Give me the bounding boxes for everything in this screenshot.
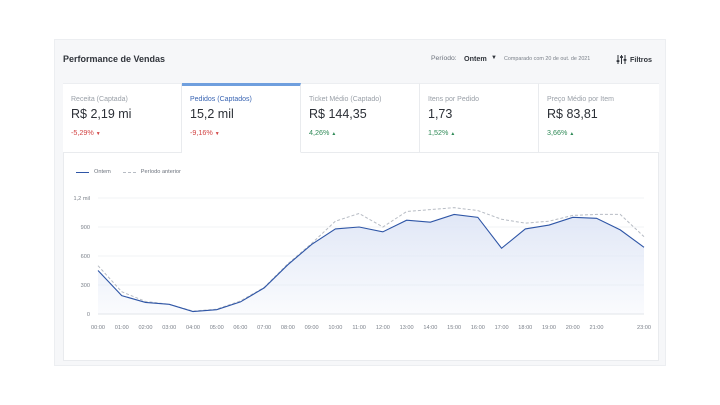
legend-item-current[interactable]: Ontem	[76, 169, 111, 175]
x-tick-label: 02:00	[138, 325, 152, 331]
filters-label: Filtros	[630, 54, 652, 64]
kpi-label: Itens por Pedido	[428, 96, 479, 103]
legend-label-current: Ontem	[94, 169, 111, 175]
kpi-value: 1,73	[428, 107, 453, 121]
y-tick-label: 300	[81, 283, 90, 289]
kpi-value: R$ 144,35	[309, 107, 367, 121]
x-tick-label: 05:00	[210, 325, 224, 331]
kpi-value: 15,2 mil	[190, 107, 234, 121]
kpi-label: Preço Médio por Item	[547, 96, 614, 103]
x-tick-label: 12:00	[376, 325, 390, 331]
kpi-row: Receita (Captada) R$ 2,19 mi -5,29% ▼ Pe…	[63, 83, 659, 153]
panel-title: Performance de Vendas	[63, 54, 166, 64]
comparison-text: Comparado com 20 de out. de 2021	[504, 56, 591, 62]
y-tick-label: 1,2 mil	[74, 196, 90, 202]
x-tick-label: 17:00	[495, 325, 509, 331]
trend-up-icon: ▲	[569, 131, 575, 137]
kpi-delta: 1,52% ▲	[428, 128, 455, 137]
trend-down-icon: ▼	[95, 131, 101, 137]
legend-swatch-previous	[122, 171, 136, 173]
y-tick-label: 0	[87, 312, 90, 318]
x-tick-label: 11:00	[352, 325, 366, 331]
kpi-card-itens-por-pedido[interactable]: Itens por Pedido 1,73 1,52% ▲	[420, 83, 539, 153]
kpi-label: Ticket Médio (Captado)	[309, 96, 382, 103]
kpi-card-pedidos[interactable]: Pedidos (Captados) 15,2 mil -9,16% ▼	[182, 83, 301, 153]
kpi-card-preco-medio[interactable]: Preço Médio por Item R$ 83,81 3,66% ▲	[539, 83, 659, 153]
x-tick-label: 04:00	[186, 325, 200, 331]
x-tick-label: 20:00	[566, 325, 580, 331]
y-tick-label: 900	[81, 225, 90, 231]
panel-header: Performance de Vendas Período: Ontem ▼ C…	[55, 40, 665, 82]
x-tick-label: 13:00	[400, 325, 414, 331]
kpi-delta-value: 3,66%	[547, 128, 568, 137]
period-label: Período:	[431, 55, 457, 62]
kpi-delta-value: 1,52%	[428, 128, 449, 137]
kpi-delta: -9,16% ▼	[190, 128, 220, 137]
chevron-down-icon[interactable]: ▼	[491, 55, 497, 61]
period-select[interactable]: Ontem	[464, 54, 487, 63]
kpi-delta-value: 4,26%	[309, 128, 330, 137]
chart-container: Ontem Período anterior 0 300 600 900 1,2 mil…	[63, 153, 659, 361]
series-line-ontem	[97, 213, 645, 313]
chart-legend: Ontem Período anterior	[76, 167, 181, 177]
x-tick-label: 07:00	[257, 325, 271, 331]
x-tick-label: 03:00	[162, 325, 176, 331]
kpi-card-receita[interactable]: Receita (Captada) R$ 2,19 mi -5,29% ▼	[63, 83, 182, 153]
x-tick-label: 19:00	[542, 325, 556, 331]
x-tick-label: 10:00	[328, 325, 342, 331]
trend-up-icon: ▲	[331, 131, 337, 137]
y-tick-label: 600	[81, 254, 90, 260]
kpi-value: R$ 2,19 mi	[71, 107, 132, 121]
legend-label-previous: Período anterior	[140, 169, 181, 175]
x-tick-label: 09:00	[305, 325, 319, 331]
x-tick-label: 21:00	[590, 325, 604, 331]
orders-by-hour-chart: 0 300 600 900 1,2 mil 00:00 01:00 02:00 03:00 04:…	[74, 196, 651, 331]
kpi-label: Pedidos (Captados)	[190, 96, 252, 103]
kpi-delta: -5,29% ▼	[71, 128, 101, 137]
x-tick-label: 01:00	[115, 325, 129, 331]
kpi-label: Receita (Captada)	[71, 96, 128, 103]
kpi-delta-value: -9,16%	[190, 128, 213, 137]
x-tick-label: 00:00	[91, 325, 105, 331]
filters-button[interactable]: Filtros	[616, 52, 652, 66]
kpi-delta: 3,66% ▲	[547, 128, 574, 137]
kpi-card-ticket-medio[interactable]: Ticket Médio (Captado) R$ 144,35 4,26% ▲	[301, 83, 420, 153]
x-tick-label: 06:00	[233, 325, 247, 331]
series-area-ontem	[98, 214, 644, 314]
trend-up-icon: ▲	[450, 131, 456, 137]
x-tick-label: 18:00	[518, 325, 532, 331]
x-tick-label: 15:00	[447, 325, 461, 331]
kpi-delta: 4,26% ▲	[309, 128, 336, 137]
x-tick-label: 23:00	[637, 325, 651, 331]
x-tick-label: 08:00	[281, 325, 295, 331]
x-tick-label: 16:00	[471, 325, 485, 331]
legend-item-previous[interactable]: Período anterior	[122, 169, 181, 175]
sales-performance-panel: Performance de Vendas Período: Ontem ▼ C…	[54, 39, 666, 366]
sliders-icon	[616, 54, 627, 64]
kpi-value: R$ 83,81	[547, 107, 598, 121]
legend-swatch-current	[76, 171, 89, 173]
x-tick-label: 14:00	[423, 325, 437, 331]
kpi-delta-value: -5,29%	[71, 128, 94, 137]
trend-down-icon: ▼	[214, 131, 220, 137]
